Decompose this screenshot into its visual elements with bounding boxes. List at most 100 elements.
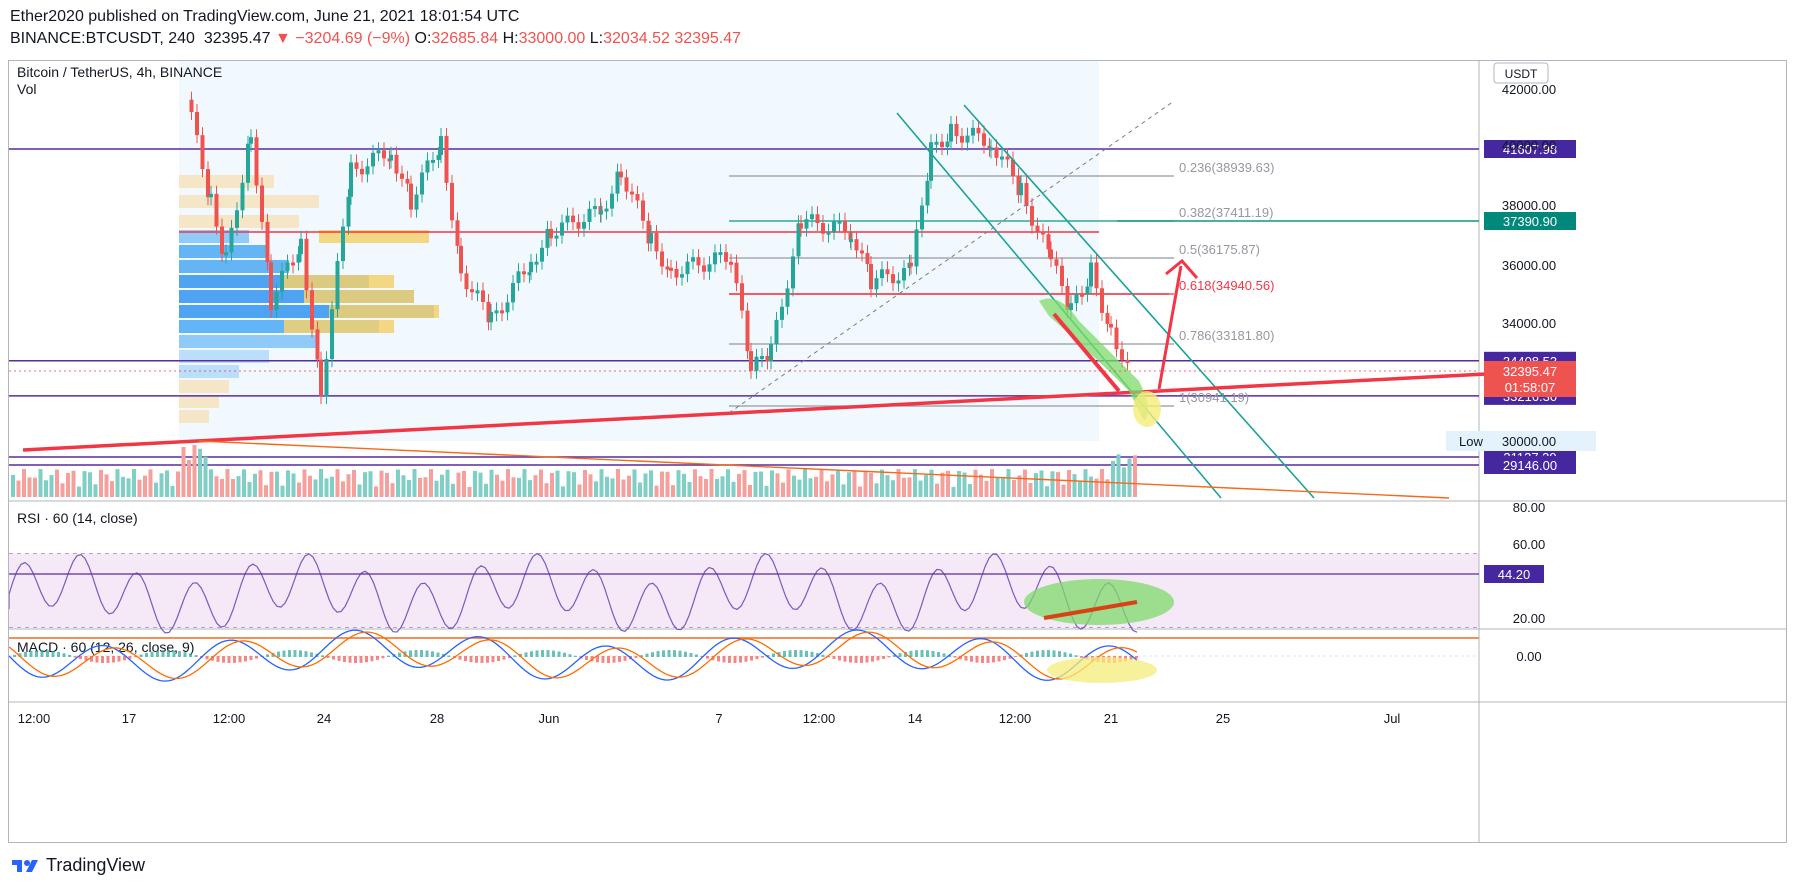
macd-histogram-bar xyxy=(189,653,192,657)
chart-title: Bitcoin / TetherUS, 4h, BINANCE xyxy=(17,64,222,80)
volume-bar xyxy=(1089,476,1093,497)
volume-profile-bar xyxy=(179,395,219,408)
candle-body xyxy=(869,263,873,290)
volume-bar xyxy=(737,473,741,497)
macd-histogram-bar xyxy=(68,654,71,657)
volume-bar xyxy=(869,472,873,497)
volume-bar xyxy=(896,469,901,497)
fib-level-label: 0.236(38939.63) xyxy=(1179,160,1274,175)
candle-body xyxy=(960,136,964,143)
macd-histogram-bar xyxy=(805,650,808,657)
macd-histogram-bar xyxy=(530,651,533,657)
macd-histogram-bar xyxy=(563,652,566,657)
macd-histogram-bar xyxy=(29,650,33,657)
rsi-legend: RSI · 60 (14, close) xyxy=(17,510,138,526)
candle-body xyxy=(214,193,219,227)
countdown-label: 01:58:07 xyxy=(1505,380,1556,395)
candle-body xyxy=(439,136,443,155)
volume-bar xyxy=(797,479,802,497)
macd-histogram-bar xyxy=(1025,652,1028,657)
candle-body xyxy=(785,288,790,307)
candle-body xyxy=(837,220,842,224)
volume-bar xyxy=(407,480,411,497)
candle-body xyxy=(554,235,559,239)
candle-body xyxy=(891,274,895,284)
candle-body xyxy=(1024,183,1029,207)
candle-body xyxy=(511,282,515,303)
volume-bar xyxy=(143,475,147,497)
macd-histogram-bar xyxy=(937,652,940,657)
volume-bar xyxy=(847,472,851,497)
volume-bar xyxy=(841,484,846,497)
candle-body xyxy=(299,238,303,255)
candle-body xyxy=(821,223,825,234)
macd-histogram-bar xyxy=(931,650,935,657)
down-arrow-icon: ▼ xyxy=(275,30,291,47)
candle-body xyxy=(713,252,717,265)
dashed-trend-line xyxy=(728,100,1175,414)
macd-histogram-bar xyxy=(244,656,247,662)
volume-bar xyxy=(715,478,719,497)
candle-body xyxy=(826,231,831,235)
candle-body xyxy=(615,171,620,194)
macd-legend: MACD · 60 (12, 26, close, 9) xyxy=(17,639,194,655)
volume-bar xyxy=(478,472,483,497)
candle-body xyxy=(832,221,836,232)
candle-body xyxy=(346,196,351,227)
macd-histogram-bar xyxy=(40,650,44,657)
candle-body xyxy=(610,193,614,209)
candle-body xyxy=(909,262,913,267)
macd-histogram-bar xyxy=(1047,650,1050,657)
price-chart[interactable]: 41607.9834408.5333216.3031137.3929146.00… xyxy=(9,61,1786,842)
volume-bar xyxy=(44,480,48,497)
volume-bar xyxy=(49,475,54,497)
macd-histogram-bar xyxy=(541,650,544,657)
candle-body xyxy=(280,270,284,292)
candle-body xyxy=(929,142,933,181)
volume-bar xyxy=(363,472,367,497)
volume-bar xyxy=(440,474,444,497)
candle-body xyxy=(945,141,950,148)
macd-histogram-bar xyxy=(1030,651,1034,657)
footer-brand: TradingView xyxy=(46,854,146,875)
volume-bar xyxy=(665,471,670,497)
candle-body xyxy=(505,302,510,313)
volume-bar xyxy=(412,469,417,497)
candle-body xyxy=(949,123,953,142)
candle-body xyxy=(486,301,491,323)
macd-histogram-bar xyxy=(799,650,803,657)
chart-container[interactable]: 41607.9834408.5333216.3031137.3929146.00… xyxy=(8,60,1787,843)
macd-histogram-bar xyxy=(343,656,346,663)
macd-histogram-bar xyxy=(84,656,88,661)
volume-profile-bar xyxy=(179,335,319,348)
macd-histogram-bar xyxy=(216,656,220,662)
volume-bar xyxy=(533,475,538,497)
macd-histogram-bar xyxy=(414,650,418,657)
candle-body xyxy=(425,160,430,173)
volume-bar xyxy=(401,475,406,497)
volume-bar xyxy=(528,480,532,497)
candle-body xyxy=(285,262,290,271)
macd-histogram-bar xyxy=(13,654,16,657)
candle-body xyxy=(330,309,334,360)
volume-bar xyxy=(1127,458,1132,497)
macd-histogram-bar xyxy=(106,656,110,663)
macd-histogram-bar xyxy=(1041,650,1045,657)
volume-bar xyxy=(1006,469,1011,497)
candle-body xyxy=(925,180,930,206)
macd-histogram-bar xyxy=(623,656,627,661)
volume-bar xyxy=(38,469,43,497)
volume-bar xyxy=(786,469,791,497)
macd-histogram-bar xyxy=(651,652,654,657)
candle-body xyxy=(240,182,245,211)
candle-body xyxy=(1005,156,1010,160)
volume-bar xyxy=(1012,479,1016,497)
time-axis-label: Jun xyxy=(539,711,560,726)
macd-histogram-bar xyxy=(585,656,588,661)
macd-histogram-bar xyxy=(783,650,786,657)
candle-body xyxy=(371,152,375,167)
signal-line xyxy=(9,631,1138,680)
rsi-value-label: 44.20 xyxy=(1498,567,1531,582)
volume-bar xyxy=(517,477,521,497)
volume-bar xyxy=(649,470,653,497)
